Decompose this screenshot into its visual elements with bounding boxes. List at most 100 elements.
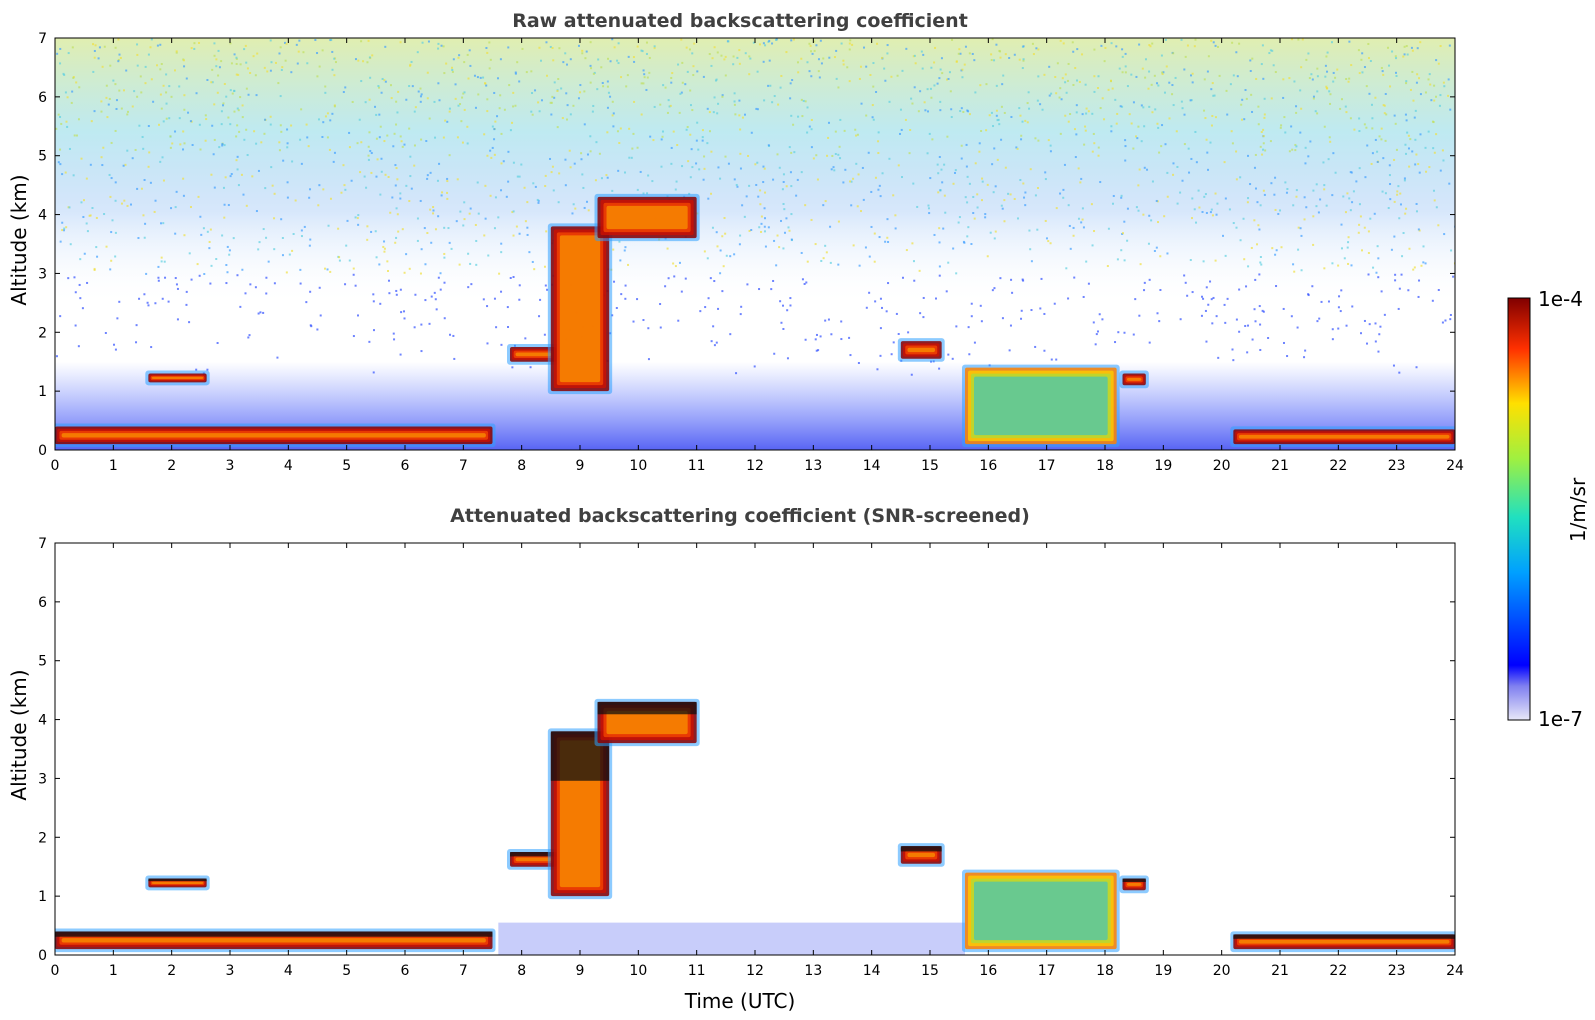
colorbar-gradient bbox=[1507, 297, 1531, 721]
feature-top-edge bbox=[510, 852, 557, 857]
x-tick-label: 23 bbox=[1388, 963, 1406, 979]
x-tick-label: 14 bbox=[863, 963, 881, 979]
feature-band bbox=[907, 852, 936, 858]
x-tick-label: 3 bbox=[226, 458, 235, 474]
colorbar-max-label: 1e-4 bbox=[1538, 287, 1583, 311]
y-tick-label: 2 bbox=[38, 325, 47, 341]
x-tick-label: 17 bbox=[1038, 458, 1056, 474]
panel-screened-ylabel: Altitude (km) bbox=[7, 669, 31, 800]
x-tick-label: 16 bbox=[979, 458, 997, 474]
x-tick-label: 24 bbox=[1446, 458, 1464, 474]
y-tick-label: 7 bbox=[38, 31, 47, 47]
y-tick-label: 6 bbox=[38, 90, 47, 106]
feature-band bbox=[515, 352, 552, 357]
x-tick-label: 13 bbox=[804, 963, 822, 979]
x-tick-label: 6 bbox=[401, 458, 410, 474]
x-tick-label: 11 bbox=[688, 458, 706, 474]
x-tick-label: 21 bbox=[1271, 963, 1289, 979]
feature-top-edge bbox=[148, 878, 207, 882]
x-tick-label: 21 bbox=[1271, 458, 1289, 474]
feature-band bbox=[606, 205, 688, 230]
colorbar-min-label: 1e-7 bbox=[1538, 707, 1583, 731]
x-tick-label: 23 bbox=[1388, 458, 1406, 474]
x-tick-label: 22 bbox=[1329, 458, 1347, 474]
x-tick-label: 5 bbox=[342, 963, 351, 979]
x-tick-label: 9 bbox=[576, 963, 585, 979]
x-tick-label: 10 bbox=[629, 458, 647, 474]
x-tick-label: 2 bbox=[167, 458, 176, 474]
panel-raw: Raw attenuated backscattering coefficien… bbox=[7, 10, 1464, 474]
y-tick-label: 0 bbox=[38, 948, 47, 964]
panel-screened-axes: 0 1 2 3 4 5 6 7 8 9 10 11 12 13 14 15 16 17 18 19 20 21 22 23 24… bbox=[38, 536, 1464, 979]
feature-band bbox=[907, 347, 936, 353]
panel-screened-plot-area bbox=[55, 543, 1455, 955]
panel-screened-title: Attenuated backscattering coefficient (S… bbox=[450, 505, 1030, 527]
x-tick-label: 15 bbox=[921, 963, 939, 979]
feature-top-edge bbox=[1122, 878, 1146, 883]
x-tick-label: 9 bbox=[576, 458, 585, 474]
x-tick-label: 16 bbox=[979, 963, 997, 979]
feature-top-edge bbox=[1233, 934, 1455, 939]
x-tick-label: 24 bbox=[1446, 963, 1464, 979]
x-tick-label: 12 bbox=[746, 458, 764, 474]
x-tick-label: 18 bbox=[1096, 963, 1114, 979]
feature-band bbox=[151, 376, 204, 380]
x-tick-label: 2 bbox=[167, 963, 176, 979]
panel-raw-title: Raw attenuated backscattering coefficien… bbox=[512, 10, 968, 32]
x-tick-label: 4 bbox=[284, 458, 293, 474]
y-tick-label: 5 bbox=[38, 654, 47, 670]
x-tick-label: 20 bbox=[1213, 963, 1231, 979]
x-tick-label: 7 bbox=[459, 458, 468, 474]
feature-band bbox=[1238, 939, 1450, 944]
feature-band bbox=[974, 376, 1108, 436]
feature-top-edge bbox=[55, 931, 493, 937]
feature-band bbox=[559, 235, 601, 383]
x-tick-label: 0 bbox=[51, 963, 60, 979]
x-tick-label: 14 bbox=[863, 458, 881, 474]
x-tick-label: 8 bbox=[517, 458, 526, 474]
feature-band bbox=[1126, 882, 1142, 886]
x-tick-label: 11 bbox=[688, 963, 706, 979]
feature-band bbox=[1126, 377, 1142, 381]
x-tick-label: 13 bbox=[804, 458, 822, 474]
x-tick-label: 19 bbox=[1154, 963, 1172, 979]
y-tick-label: 2 bbox=[38, 830, 47, 846]
x-tick-label: 6 bbox=[401, 963, 410, 979]
feature-band bbox=[151, 881, 204, 885]
x-tick-label: 10 bbox=[629, 963, 647, 979]
panel-raw-plot-area bbox=[55, 38, 1455, 450]
y-tick-label: 4 bbox=[38, 208, 47, 224]
y-tick-label: 3 bbox=[38, 266, 47, 282]
x-tick-label: 1 bbox=[109, 458, 118, 474]
x-tick-label: 5 bbox=[342, 458, 351, 474]
x-tick-label: 8 bbox=[517, 963, 526, 979]
feature-band bbox=[606, 710, 688, 735]
x-tick-label: 15 bbox=[921, 458, 939, 474]
panel-screened-xlabel: Time (UTC) bbox=[684, 989, 796, 1013]
feature-band bbox=[974, 881, 1108, 941]
feature-top-edge bbox=[597, 701, 697, 715]
panel-raw-axes: 0 1 2 3 4 5 6 7 8 9 10 11 12 13 14 15 16 17 18 19 20 21 22 23 24… bbox=[38, 31, 1464, 474]
panel-raw-ylabel: Altitude (km) bbox=[7, 174, 31, 305]
x-tick-label: 1 bbox=[109, 963, 118, 979]
x-tick-label: 20 bbox=[1213, 458, 1231, 474]
y-tick-label: 5 bbox=[38, 149, 47, 165]
y-tick-label: 3 bbox=[38, 771, 47, 787]
x-tick-label: 0 bbox=[51, 458, 60, 474]
feature-band bbox=[61, 433, 486, 438]
y-tick-label: 7 bbox=[38, 536, 47, 552]
feature-band bbox=[515, 857, 552, 862]
x-tick-label: 7 bbox=[459, 963, 468, 979]
x-tick-label: 3 bbox=[226, 963, 235, 979]
feature-band bbox=[1238, 434, 1450, 439]
y-tick-label: 6 bbox=[38, 595, 47, 611]
x-tick-label: 22 bbox=[1329, 963, 1347, 979]
x-tick-label: 18 bbox=[1096, 458, 1114, 474]
x-tick-label: 19 bbox=[1154, 458, 1172, 474]
x-tick-label: 4 bbox=[284, 963, 293, 979]
x-tick-label: 12 bbox=[746, 963, 764, 979]
panel-screened: Attenuated backscattering coefficient (S… bbox=[7, 505, 1464, 1013]
feature-top-edge bbox=[900, 846, 942, 852]
colorbar-unit-label: 1/m/sr bbox=[1566, 477, 1590, 542]
